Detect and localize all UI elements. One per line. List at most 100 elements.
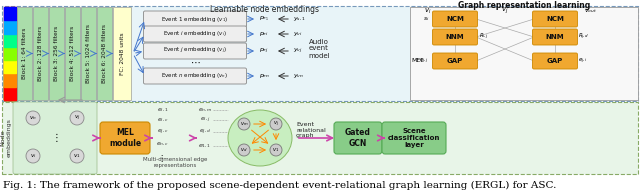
Bar [4, 20, 16, 34]
Text: Graph representation learning: Graph representation learning [458, 2, 590, 10]
Text: Event $n$ embedding $(v_n)$: Event $n$ embedding $(v_n)$ [161, 72, 228, 81]
Text: $y_{s,1}$: $y_{s,1}$ [293, 15, 306, 23]
Bar [4, 34, 16, 100]
FancyBboxPatch shape [334, 122, 382, 154]
FancyBboxPatch shape [143, 68, 246, 84]
Text: FC: 2048 units: FC: 2048 units [120, 32, 125, 75]
FancyBboxPatch shape [433, 29, 477, 45]
Bar [4, 7, 16, 100]
Text: Audio
event
model: Audio event model [308, 38, 330, 59]
Bar [49, 7, 64, 100]
FancyBboxPatch shape [532, 53, 577, 69]
Text: Gated
GCN: Gated GCN [345, 128, 371, 148]
Bar [4, 87, 16, 100]
Text: $p_{en}$: $p_{en}$ [259, 72, 270, 80]
Text: $v_d$: $v_d$ [240, 146, 248, 154]
Bar [33, 7, 48, 100]
Text: $e_{j,i}$: $e_{j,i}$ [578, 56, 588, 66]
Bar [4, 87, 16, 100]
Bar [4, 47, 16, 100]
Text: $R_{i,j}$: $R_{i,j}$ [479, 32, 489, 42]
Text: $v_j$: $v_j$ [74, 113, 80, 123]
Text: Block 5: 1024 filters: Block 5: 1024 filters [86, 24, 91, 83]
Bar [65, 7, 80, 100]
Text: Event $j$ embedding $(v_j)$: Event $j$ embedding $(v_j)$ [163, 46, 227, 56]
Text: NCM: NCM [446, 16, 464, 22]
Circle shape [70, 111, 84, 125]
FancyBboxPatch shape [433, 11, 477, 27]
Text: $R_{j,d}$: $R_{j,d}$ [578, 32, 589, 42]
Circle shape [270, 144, 282, 156]
Bar [4, 73, 16, 87]
Bar [4, 7, 16, 20]
FancyBboxPatch shape [532, 11, 577, 27]
FancyBboxPatch shape [410, 7, 638, 100]
Text: Block 6: 2048 filters: Block 6: 2048 filters [102, 24, 107, 83]
Circle shape [238, 144, 250, 156]
FancyBboxPatch shape [532, 29, 577, 45]
Circle shape [26, 149, 40, 163]
Text: $e_{n,c}$: $e_{n,c}$ [156, 140, 170, 148]
Text: $v_i$: $v_i$ [424, 6, 432, 16]
Text: Event 1 embedding $(v_1)$: Event 1 embedding $(v_1)$ [161, 15, 228, 23]
FancyBboxPatch shape [433, 53, 477, 69]
Text: $e_{i,j}$: $e_{i,j}$ [419, 56, 429, 66]
Text: $y_{vi}$: $y_{vi}$ [293, 30, 303, 38]
Text: $e_{i,c}$: $e_{i,c}$ [157, 116, 169, 124]
Text: $\vdots$: $\vdots$ [157, 152, 163, 164]
Bar [4, 60, 16, 73]
FancyBboxPatch shape [382, 122, 446, 154]
Text: $p_{ei}$: $p_{ei}$ [259, 30, 269, 38]
Text: $e_{i,1}$: $e_{i,1}$ [157, 106, 169, 114]
Text: $p_{e_1}$: $p_{e_1}$ [259, 15, 269, 23]
FancyBboxPatch shape [143, 11, 246, 27]
Text: $v_j$: $v_j$ [501, 6, 509, 16]
Text: NCM: NCM [546, 16, 564, 22]
Bar [97, 7, 112, 100]
FancyBboxPatch shape [2, 102, 638, 174]
Text: $v_1$: $v_1$ [273, 146, 280, 154]
Text: $v_m$: $v_m$ [240, 120, 248, 128]
Bar [81, 7, 96, 100]
Text: $v_{out}$: $v_{out}$ [584, 7, 596, 15]
Bar [4, 47, 16, 60]
Bar [4, 34, 16, 47]
Text: GAP: GAP [547, 58, 563, 64]
Text: $v_j$: $v_j$ [273, 119, 279, 129]
Ellipse shape [228, 110, 292, 166]
Text: $e_{j,c}$: $e_{j,c}$ [157, 127, 169, 137]
Text: Event
relational
graph: Event relational graph [296, 122, 326, 138]
Bar [4, 20, 16, 100]
Text: Event $i$ embedding $(v_i)$: Event $i$ embedding $(v_i)$ [163, 29, 227, 38]
Text: $s_i$: $s_i$ [422, 15, 429, 23]
Text: NNM: NNM [546, 34, 564, 40]
Text: $p_{ej}$: $p_{ej}$ [259, 46, 269, 56]
Text: Block 2: 128 filters: Block 2: 128 filters [38, 26, 43, 81]
Circle shape [70, 149, 84, 163]
Text: $\cdots$: $\cdots$ [189, 57, 200, 67]
FancyBboxPatch shape [143, 43, 246, 59]
Text: Node
embeddings: Node embeddings [1, 119, 12, 158]
Text: Block 1: 64 filters: Block 1: 64 filters [22, 28, 27, 79]
Text: Block 4: 512 filters: Block 4: 512 filters [70, 26, 75, 81]
Text: MEL
module: MEL module [109, 128, 141, 148]
FancyBboxPatch shape [143, 26, 246, 42]
Text: Multi-dimensional edge
representations: Multi-dimensional edge representations [143, 157, 207, 168]
Text: Fig. 1: The framework of the proposed scene-dependent event-relational graph lea: Fig. 1: The framework of the proposed sc… [3, 181, 556, 190]
Text: Learnable node embeddings: Learnable node embeddings [211, 4, 319, 14]
Text: $y_{vj}$: $y_{vj}$ [293, 46, 303, 56]
Text: $e_{n,m}$: $e_{n,m}$ [198, 106, 212, 114]
Text: $y_{vn}$: $y_{vn}$ [293, 72, 304, 80]
Text: Scene
classification
layer: Scene classification layer [388, 128, 440, 148]
Text: MEL: MEL [412, 59, 424, 63]
Text: $e_{i,j}$: $e_{i,j}$ [200, 115, 211, 125]
FancyBboxPatch shape [13, 102, 97, 174]
Text: GAP: GAP [447, 58, 463, 64]
Bar [113, 7, 131, 100]
Text: NNM: NNM [445, 34, 464, 40]
Text: $e_{j,d}$: $e_{j,d}$ [199, 127, 211, 137]
Text: Block 3: 256 filters: Block 3: 256 filters [54, 26, 59, 81]
Circle shape [270, 118, 282, 130]
Text: $v_n$: $v_n$ [29, 114, 37, 122]
Bar [4, 73, 16, 100]
